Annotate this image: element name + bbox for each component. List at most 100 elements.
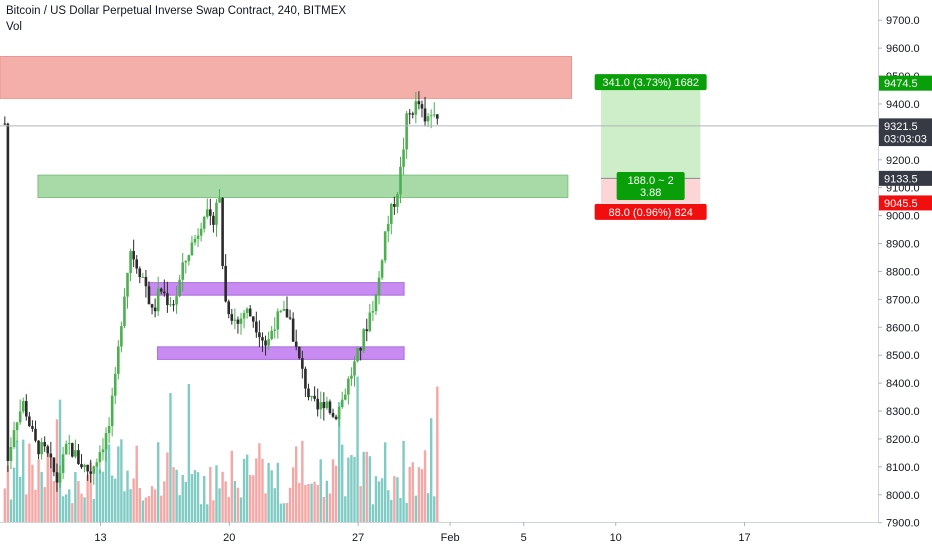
candle-body[interactable]	[282, 308, 286, 311]
candle-body[interactable]	[242, 312, 246, 319]
candle-body[interactable]	[101, 449, 105, 453]
candle-body[interactable]	[166, 293, 169, 306]
candle-body[interactable]	[49, 453, 53, 458]
candle-body[interactable]	[199, 228, 203, 236]
candle-body[interactable]	[71, 443, 74, 457]
candle-body[interactable]	[46, 446, 50, 454]
candle-body[interactable]	[273, 329, 277, 331]
candle-body[interactable]	[221, 197, 224, 266]
candle-body[interactable]	[325, 401, 329, 409]
candle-body[interactable]	[144, 276, 148, 287]
candle-body[interactable]	[55, 472, 59, 483]
candle-body[interactable]	[153, 307, 157, 312]
candle-body[interactable]	[393, 203, 396, 207]
candle-body[interactable]	[107, 426, 111, 434]
candle-body[interactable]	[411, 113, 415, 115]
candle-body[interactable]	[98, 452, 102, 463]
candle-body[interactable]	[28, 416, 31, 427]
candle-body[interactable]	[236, 319, 240, 324]
candle-body[interactable]	[368, 312, 372, 332]
candle-body[interactable]	[255, 321, 258, 333]
candle-body[interactable]	[215, 202, 218, 225]
candle-body[interactable]	[436, 114, 439, 119]
candle-body[interactable]	[310, 395, 313, 398]
candle-body[interactable]	[135, 259, 139, 269]
candle-body[interactable]	[408, 113, 412, 115]
candle-body[interactable]	[89, 471, 93, 474]
candle-body[interactable]	[123, 296, 126, 327]
candle-body[interactable]	[202, 216, 206, 229]
candle-body[interactable]	[64, 443, 68, 455]
candle-body[interactable]	[37, 440, 40, 455]
candle-body[interactable]	[86, 464, 89, 472]
candle-body[interactable]	[150, 304, 154, 308]
candle-body[interactable]	[319, 402, 323, 410]
candle-body[interactable]	[374, 294, 378, 312]
candle-body[interactable]	[261, 337, 264, 341]
candle-body[interactable]	[209, 209, 212, 216]
candle-body[interactable]	[334, 416, 338, 420]
candle-body[interactable]	[322, 402, 326, 409]
candle-body[interactable]	[18, 411, 22, 423]
candle-body[interactable]	[163, 291, 166, 294]
candle-body[interactable]	[343, 394, 347, 400]
candle-body[interactable]	[147, 286, 151, 305]
candle-body[interactable]	[383, 231, 387, 261]
candle-body[interactable]	[239, 318, 243, 324]
candle-body[interactable]	[193, 238, 197, 243]
candle-body[interactable]	[414, 101, 418, 115]
candle-body[interactable]	[181, 262, 185, 280]
candle-body[interactable]	[405, 113, 408, 150]
candle-body[interactable]	[126, 272, 129, 297]
position-stop-label-box[interactable]	[594, 203, 707, 220]
candle-body[interactable]	[365, 329, 369, 332]
candle-body[interactable]	[248, 308, 252, 317]
candle-body[interactable]	[251, 316, 255, 322]
candle-body[interactable]	[190, 242, 194, 256]
candle-body[interactable]	[129, 251, 132, 273]
candle-body[interactable]	[169, 304, 172, 306]
candle-body[interactable]	[353, 361, 356, 376]
candle-body[interactable]	[285, 308, 289, 318]
candle-body[interactable]	[83, 464, 86, 468]
candle-body[interactable]	[423, 108, 427, 122]
candle-body[interactable]	[141, 276, 145, 278]
price-axis[interactable]	[878, 0, 932, 550]
candle-body[interactable]	[301, 358, 304, 369]
candle-body[interactable]	[380, 260, 384, 278]
candle-body[interactable]	[117, 346, 120, 374]
candle-body[interactable]	[267, 339, 270, 346]
candle-body[interactable]	[24, 401, 28, 417]
candle-body[interactable]	[377, 277, 381, 295]
candle-body[interactable]	[218, 197, 221, 203]
candle-body[interactable]	[159, 288, 163, 292]
candle-body[interactable]	[245, 308, 249, 313]
volume-indicator-label[interactable]: Vol	[6, 21, 22, 33]
candle-body[interactable]	[426, 116, 430, 122]
candle-body[interactable]	[205, 209, 209, 217]
candle-body[interactable]	[297, 346, 301, 359]
candle-body[interactable]	[6, 123, 10, 461]
candle-body[interactable]	[386, 223, 390, 232]
candle-body[interactable]	[227, 301, 231, 315]
candle-body[interactable]	[110, 395, 114, 427]
candle-body[interactable]	[104, 433, 108, 450]
candle-body[interactable]	[95, 462, 99, 467]
candle-body[interactable]	[156, 288, 160, 312]
zone-resistance[interactable]	[0, 56, 573, 99]
candle-body[interactable]	[187, 255, 191, 262]
candle-body[interactable]	[31, 426, 34, 429]
candle-body[interactable]	[258, 332, 261, 338]
candle-body[interactable]	[276, 311, 280, 330]
candle-body[interactable]	[15, 422, 19, 431]
candle-body[interactable]	[420, 104, 424, 109]
candle-body[interactable]	[304, 368, 307, 389]
candle-body[interactable]	[43, 442, 46, 447]
candle-body[interactable]	[74, 450, 77, 457]
candle-body[interactable]	[389, 203, 393, 224]
candle-body[interactable]	[331, 412, 335, 417]
candle-body[interactable]	[316, 398, 319, 410]
candle-body[interactable]	[402, 149, 405, 167]
position-target-label-box[interactable]	[594, 74, 707, 91]
